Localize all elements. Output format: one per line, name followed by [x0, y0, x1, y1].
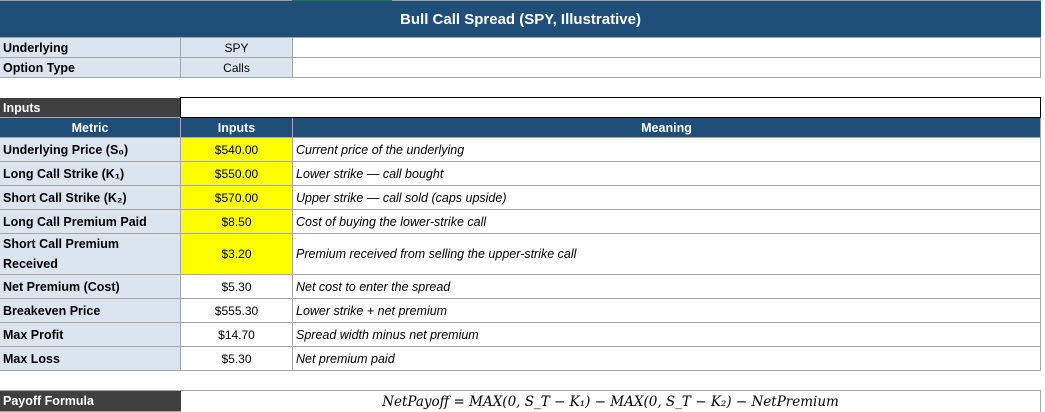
underlying-value[interactable]: SPY [181, 38, 293, 58]
option-type-label: Option Type [0, 58, 181, 78]
value-net-premium: $5.30 [181, 275, 293, 299]
value-max-profit: $14.70 [181, 323, 293, 347]
option-type-empty-cell[interactable] [293, 58, 1041, 78]
inputs-column-header: Inputs [181, 118, 293, 138]
selection-indicator [292, 0, 392, 1]
meaning-breakeven-price: Lower strike + net premium [293, 299, 1041, 323]
meaning-column-header: Meaning [293, 118, 1041, 138]
metric-breakeven-price: Breakeven Price [0, 299, 181, 323]
payoff-formula-equation: NetPayoff = MAX(0, S_T − K₁) − MAX(0, S_… [181, 390, 1041, 412]
meaning-long-call-premium: Cost of buying the lower-strike call [293, 210, 1041, 234]
meaning-net-premium: Net cost to enter the spread [293, 275, 1041, 299]
meaning-max-profit: Spread width minus net premium [293, 323, 1041, 347]
metric-column-header: Metric [0, 118, 181, 138]
input-short-call-strike[interactable]: $570.00 [181, 186, 293, 210]
input-short-call-premium[interactable]: $3.20 [181, 234, 293, 275]
meaning-max-loss: Net premium paid [293, 347, 1041, 371]
meaning-short-call-premium: Premium received from selling the upper-… [293, 234, 1041, 275]
metric-max-loss: Max Loss [0, 347, 181, 371]
input-underlying-price[interactable]: $540.00 [181, 138, 293, 162]
input-long-call-strike[interactable]: $550.00 [181, 162, 293, 186]
sheet-title: Bull Call Spread (SPY, Illustrative) [0, 1, 1041, 38]
metric-long-call-premium: Long Call Premium Paid [0, 210, 181, 234]
inputs-section-label: Inputs [0, 98, 181, 118]
inputs-section-box[interactable] [180, 97, 1041, 118]
value-breakeven-price: $555.30 [181, 299, 293, 323]
metric-net-premium: Net Premium (Cost) [0, 275, 181, 299]
option-type-value[interactable]: Calls [181, 58, 293, 78]
payoff-formula-label: Payoff Formula [0, 390, 181, 412]
metric-max-profit: Max Profit [0, 323, 181, 347]
metric-long-call-strike: Long Call Strike (K₁) [0, 162, 181, 186]
meaning-underlying-price: Current price of the underlying [293, 138, 1041, 162]
meaning-short-call-strike: Upper strike — call sold (caps upside) [293, 186, 1041, 210]
metric-short-call-strike: Short Call Strike (K₂) [0, 186, 181, 210]
sheet-top-border [0, 0, 1041, 1]
value-max-loss: $5.30 [181, 347, 293, 371]
underlying-label: Underlying [0, 38, 181, 58]
metric-short-call-premium: Short Call Premium Received [0, 234, 181, 275]
underlying-empty-cell[interactable] [293, 38, 1041, 58]
meaning-long-call-strike: Lower strike — call bought [293, 162, 1041, 186]
input-long-call-premium[interactable]: $8.50 [181, 210, 293, 234]
metric-underlying-price: Underlying Price (S₀) [0, 138, 181, 162]
